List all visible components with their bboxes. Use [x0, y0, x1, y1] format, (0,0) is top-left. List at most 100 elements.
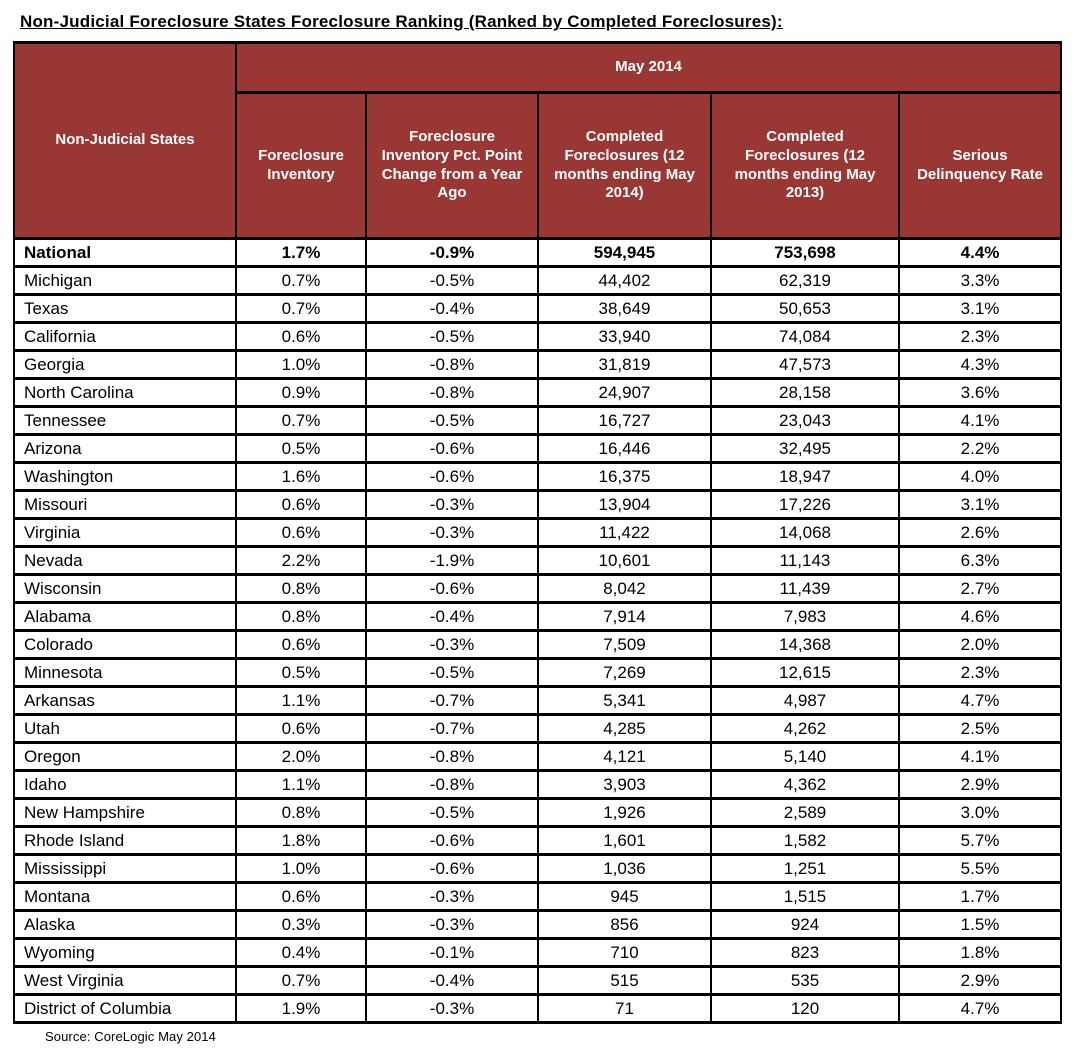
value-cell: 1.9% [235, 993, 367, 1024]
table-row: Mississippi 1.0% -0.6% 1,036 1,251 5.5% [13, 853, 1063, 884]
value-cell: 3.1% [897, 489, 1063, 520]
value-cell: -0.6% [365, 573, 539, 604]
value-cell: -0.1% [365, 937, 539, 968]
value-cell: 0.7% [235, 265, 367, 296]
column-header-1: Foreclosure Inventory Pct. Point Change … [365, 91, 539, 240]
state-name-cell: Missouri [13, 489, 237, 520]
value-cell: 4,121 [537, 741, 712, 772]
value-cell: 1.1% [235, 685, 367, 716]
state-name-cell: Minnesota [13, 657, 237, 688]
value-cell: 1.0% [235, 349, 367, 380]
value-cell: 2.6% [897, 517, 1063, 548]
table-row: Georgia 1.0% -0.8% 31,819 47,573 4.3% [13, 349, 1063, 380]
value-cell: 1.8% [235, 825, 367, 856]
table-row: Idaho 1.1% -0.8% 3,903 4,362 2.9% [13, 769, 1063, 800]
value-cell: 3.3% [897, 265, 1063, 296]
state-name-cell: Colorado [13, 629, 237, 660]
state-name-cell: New Hampshire [13, 797, 237, 828]
value-cell: 515 [537, 965, 712, 996]
page-title: Non-Judicial Foreclosure States Foreclos… [20, 12, 783, 31]
value-cell: 5.7% [897, 825, 1063, 856]
table-row: Arkansas 1.1% -0.7% 5,341 4,987 4.7% [13, 685, 1063, 716]
table-row: Oregon 2.0% -0.8% 4,121 5,140 4.1% [13, 741, 1063, 772]
value-cell: 4,362 [710, 769, 900, 800]
table-row: Virginia 0.6% -0.3% 11,422 14,068 2.6% [13, 517, 1063, 548]
value-cell: 856 [537, 909, 712, 940]
value-cell: 0.6% [235, 629, 367, 660]
value-cell: 11,439 [710, 573, 900, 604]
value-cell: 8,042 [537, 573, 712, 604]
table-row: Missouri 0.6% -0.3% 13,904 17,226 3.1% [13, 489, 1063, 520]
value-cell: 28,158 [710, 377, 900, 408]
value-cell: -0.5% [365, 797, 539, 828]
table-row: District of Columbia 1.9% -0.3% 71 120 4.7% [13, 993, 1063, 1024]
value-cell: 0.6% [235, 713, 367, 744]
value-cell: 1,601 [537, 825, 712, 856]
value-cell: 0.8% [235, 797, 367, 828]
state-name-cell: Utah [13, 713, 237, 744]
table-row: Minnesota 0.5% -0.5% 7,269 12,615 2.3% [13, 657, 1063, 688]
state-name-cell: Michigan [13, 265, 237, 296]
value-cell: 7,983 [710, 601, 900, 632]
value-cell: 2.2% [235, 545, 367, 576]
national-label-cell: National [13, 237, 237, 268]
value-cell: 7,914 [537, 601, 712, 632]
value-cell: 4.1% [897, 405, 1063, 436]
value-cell: 0.8% [235, 601, 367, 632]
value-cell: -0.3% [365, 881, 539, 912]
value-cell: -0.9% [365, 237, 539, 268]
table-row: North Carolina 0.9% -0.8% 24,907 28,158 3.6% [13, 377, 1063, 408]
table-row: Wisconsin 0.8% -0.6% 8,042 11,439 2.7% [13, 573, 1063, 604]
value-cell: -0.8% [365, 741, 539, 772]
value-cell: 1.1% [235, 769, 367, 800]
value-cell: -0.4% [365, 965, 539, 996]
value-cell: 2.2% [897, 433, 1063, 464]
value-cell: 5,341 [537, 685, 712, 716]
value-cell: 74,084 [710, 321, 900, 352]
state-name-cell: Wyoming [13, 937, 237, 968]
table-header: Non-Judicial States May 2014 Foreclosure… [13, 41, 1063, 240]
value-cell: 0.9% [235, 377, 367, 408]
value-cell: 23,043 [710, 405, 900, 436]
value-cell: -0.3% [365, 629, 539, 660]
value-cell: 16,446 [537, 433, 712, 464]
table-row: Wyoming 0.4% -0.1% 710 823 1.8% [13, 937, 1063, 968]
value-cell: 2.0% [235, 741, 367, 772]
value-cell: 0.5% [235, 657, 367, 688]
column-header-0: Foreclosure Inventory [235, 91, 367, 240]
state-name-cell: District of Columbia [13, 993, 237, 1024]
value-cell: 823 [710, 937, 900, 968]
table-row: Nevada 2.2% -1.9% 10,601 11,143 6.3% [13, 545, 1063, 576]
value-cell: 17,226 [710, 489, 900, 520]
value-cell: 2.3% [897, 657, 1063, 688]
value-cell: 120 [710, 993, 900, 1024]
column-header-non-judicial-states: Non-Judicial States [13, 41, 237, 240]
value-cell: 14,068 [710, 517, 900, 548]
value-cell: 6.3% [897, 545, 1063, 576]
value-cell: -0.5% [365, 321, 539, 352]
value-cell: 4.1% [897, 741, 1063, 772]
value-cell: 4.7% [897, 993, 1063, 1024]
value-cell: 4,987 [710, 685, 900, 716]
value-cell: 594,945 [537, 237, 712, 268]
value-cell: 1.0% [235, 853, 367, 884]
value-cell: 44,402 [537, 265, 712, 296]
value-cell: 3.6% [897, 377, 1063, 408]
value-cell: 1,515 [710, 881, 900, 912]
value-cell: 1,036 [537, 853, 712, 884]
value-cell: -0.8% [365, 377, 539, 408]
value-cell: -0.5% [365, 657, 539, 688]
value-cell: 4.7% [897, 685, 1063, 716]
state-name-cell: Rhode Island [13, 825, 237, 856]
state-name-cell: California [13, 321, 237, 352]
state-name-cell: Virginia [13, 517, 237, 548]
table-row: Tennessee 0.7% -0.5% 16,727 23,043 4.1% [13, 405, 1063, 436]
value-cell: 4,262 [710, 713, 900, 744]
source-note: Source: CoreLogic May 2014 [45, 1029, 216, 1044]
state-name-cell: Tennessee [13, 405, 237, 436]
value-cell: 0.7% [235, 965, 367, 996]
value-cell: 2.0% [897, 629, 1063, 660]
value-cell: -0.7% [365, 685, 539, 716]
table-row: Alabama 0.8% -0.4% 7,914 7,983 4.6% [13, 601, 1063, 632]
value-cell: 1.8% [897, 937, 1063, 968]
